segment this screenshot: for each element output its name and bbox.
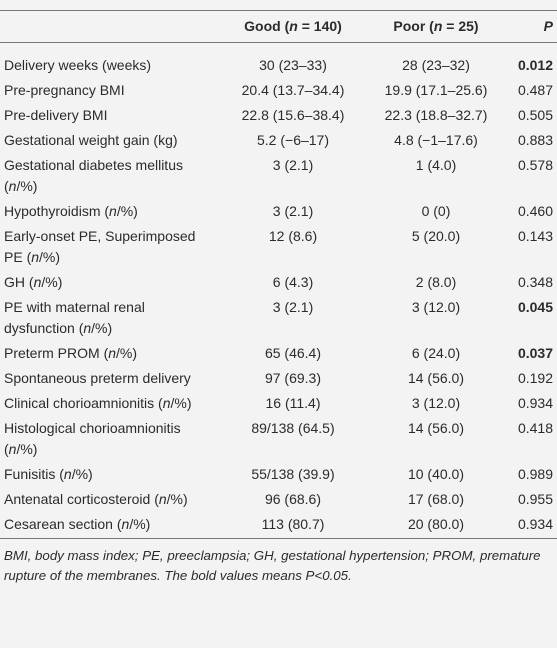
cell: 0.487 (517, 82, 553, 98)
table-row: Pre-pregnancy BMI 20.4 (13.7–34.4) 19.9 (1… (0, 78, 557, 103)
cell: 0.045 (517, 299, 553, 315)
cell: 3 (12.0) (411, 395, 461, 411)
cell: 0.934 (500, 512, 557, 539)
row-label: Early-onset PE, Superimposed PE (n/%) (4, 228, 196, 265)
table-row: Histological chorioamnionitis (n/%) 89/13… (0, 416, 557, 462)
cell: 0.934 (517, 395, 553, 411)
header-cell: Good (n = 140) (214, 10, 372, 43)
cell: 28 (23–32) (402, 57, 470, 73)
cell: 113 (80.7) (214, 512, 372, 539)
cell: 20.4 (13.7–34.4) (241, 82, 345, 98)
cell: 0.012 (517, 57, 553, 73)
table-row: PE with maternal renal dysfunction (n/%)… (0, 295, 557, 341)
table-row: Antenatal corticosteroid (n/%) 96 (68.6) 1… (0, 487, 557, 512)
cell: 0.143 (517, 228, 553, 244)
cell: 0.955 (517, 491, 553, 507)
table-row: Early-onset PE, Superimposed PE (n/%) 12 … (0, 224, 557, 270)
row-label: Cesarean section (n/%) (0, 512, 214, 539)
table-row: Delivery weeks (weeks) 30 (23–33) 28 (23–3… (0, 43, 557, 79)
cell: 22.3 (18.8–32.7) (384, 107, 488, 123)
row-label: Hypothyroidism (n/%) (4, 203, 138, 219)
table-row: Gestational weight gain (kg) 5.2 (−6–17) 4… (0, 128, 557, 153)
cell: 17 (68.0) (407, 491, 465, 507)
cell: 96 (68.6) (264, 491, 322, 507)
table-row: Spontaneous preterm delivery 97 (69.3) 14 … (0, 366, 557, 391)
table: Good (n = 140) Poor (n = 25) P Delivery … (0, 10, 557, 539)
row-label: Pre-pregnancy BMI (4, 82, 125, 98)
cell: 4.8 (−1–17.6) (394, 132, 478, 148)
cell: 0.418 (517, 420, 553, 436)
table-row: GH (n/%) 6 (4.3) 2 (8.0) 0.348 (0, 270, 557, 295)
cell: 5 (20.0) (411, 228, 461, 244)
row-label: PE with maternal renal dysfunction (n/%) (4, 299, 145, 336)
table-row: Clinical chorioamnionitis (n/%) 16 (11.4)… (0, 391, 557, 416)
row-label: Preterm PROM (n/%) (4, 345, 138, 361)
row-label: Delivery weeks (weeks) (4, 57, 152, 73)
table-row: Hypothyroidism (n/%) 3 (2.1) 0 (0) 0.460 (0, 199, 557, 224)
row-label: Gestational weight gain (kg) (4, 132, 178, 148)
cell: 0.460 (517, 203, 553, 219)
cell: 14 (56.0) (407, 370, 465, 386)
header-empty (0, 10, 214, 43)
table-row: Cesarean section (n/%) 113 (80.7) 20 (80.0… (0, 512, 557, 539)
cell: 2 (8.0) (415, 274, 457, 290)
cell: 19.9 (17.1–25.6) (384, 82, 488, 98)
cell: 55/138 (39.9) (251, 466, 335, 482)
cell: 0 (0) (421, 203, 451, 219)
row-label: Clinical chorioamnionitis (n/%) (4, 395, 192, 411)
page: Good (n = 140) Poor (n = 25) P Delivery … (0, 10, 557, 648)
row-label: Antenatal corticosteroid (n/%) (4, 491, 188, 507)
table-row: Preterm PROM (n/%) 65 (46.4) 6 (24.0) 0.037 (0, 341, 557, 366)
header-row: Good (n = 140) Poor (n = 25) P (0, 10, 557, 43)
table-row: Funisitis (n/%) 55/138 (39.9) 10 (40.0) 0.9… (0, 462, 557, 487)
cell: 22.8 (15.6–38.4) (241, 107, 345, 123)
cell: 89/138 (64.5) (251, 420, 335, 436)
cell: 16 (11.4) (265, 395, 321, 411)
cell: 0.505 (517, 107, 553, 123)
row-label: Spontaneous preterm delivery (4, 370, 191, 386)
row-label: GH (n/%) (4, 274, 63, 290)
cell: 65 (46.4) (264, 345, 322, 361)
cell: 5.2 (−6–17) (257, 132, 329, 148)
footnote: BMI, body mass index; PE, preeclampsia; … (4, 548, 541, 583)
cell: 3 (2.1) (272, 157, 314, 173)
cell: 6 (4.3) (272, 274, 314, 290)
header-cell: P (500, 10, 557, 43)
cell: 0.883 (517, 132, 553, 148)
cell: 30 (23–33) (259, 57, 327, 73)
cell: 0.192 (517, 370, 553, 386)
cell: 1 (4.0) (415, 157, 457, 173)
cell: 10 (40.0) (407, 466, 465, 482)
cell: 0.989 (517, 466, 553, 482)
cell: 14 (56.0) (407, 420, 465, 436)
table-row: Pre-delivery BMI 22.8 (15.6–38.4) 22.3 (18… (0, 103, 557, 128)
cell: 3 (2.1) (272, 203, 314, 219)
cell: 3 (12.0) (411, 299, 461, 315)
header-cell: Poor (n = 25) (372, 10, 500, 43)
cell: 0.578 (517, 157, 553, 173)
table-row: Gestational diabetes mellitus (n/%) 3 (2.… (0, 153, 557, 199)
row-label: Pre-delivery BMI (4, 107, 108, 123)
cell: 97 (69.3) (264, 370, 322, 386)
cell: 0.037 (517, 345, 553, 361)
row-label: Histological chorioamnionitis (n/%) (4, 420, 181, 457)
cell: 12 (8.6) (268, 228, 318, 244)
row-label: Funisitis (n/%) (4, 466, 93, 482)
cell: 3 (2.1) (272, 299, 314, 315)
cell: 6 (24.0) (411, 345, 461, 361)
cell: 0.348 (517, 274, 553, 290)
row-label: Gestational diabetes mellitus (n/%) (4, 157, 183, 194)
cell: 20 (80.0) (372, 512, 500, 539)
